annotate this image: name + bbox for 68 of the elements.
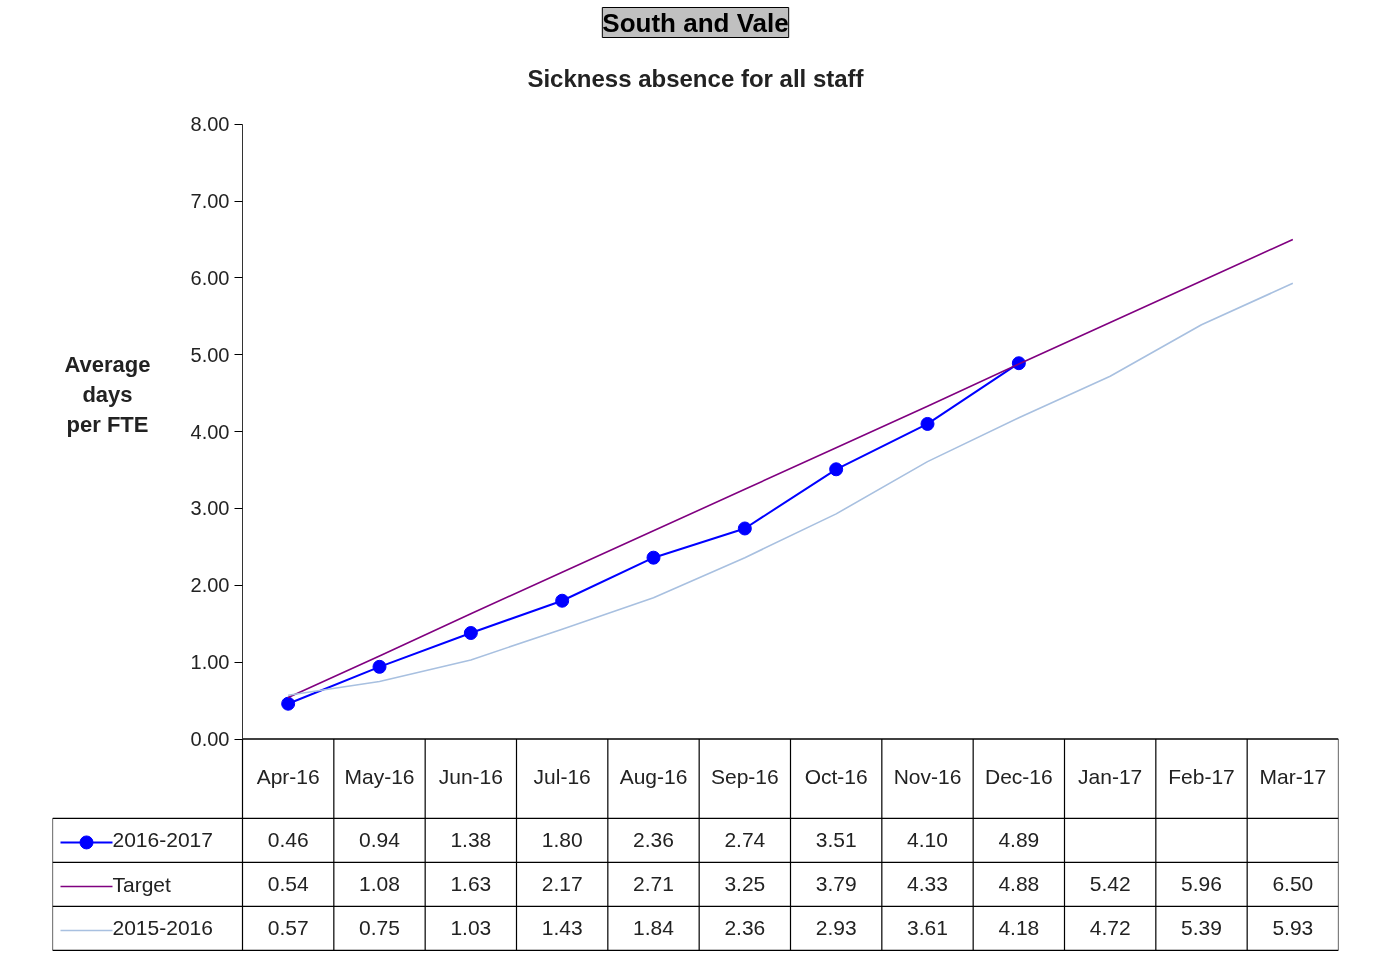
data-label: 0.46 (267, 828, 309, 852)
data-label: 3.79 (815, 872, 857, 896)
data-label: 5.96 (1181, 872, 1222, 896)
x-tick-label: May-16 (344, 764, 415, 788)
point (372, 659, 387, 674)
data-label: 0.75 (359, 916, 400, 940)
data-label: 2.17 (541, 872, 583, 896)
legend-label: Target (112, 872, 172, 896)
data-label: 4.10 (907, 828, 948, 852)
data-label: 5.42 (1089, 872, 1131, 896)
x-tick-label: Jun-16 (438, 764, 503, 788)
x-tick-label: Apr-16 (256, 764, 320, 788)
legend-label: 2015-2016 (112, 916, 213, 940)
chart-title: South and Vale (602, 7, 789, 38)
x-tick-label: Nov-16 (893, 764, 962, 788)
data-label: 5.93 (1272, 916, 1314, 940)
data-label: 4.88 (998, 872, 1040, 896)
y-tick-label: 4.00 (190, 420, 230, 443)
x-tick-label: Sep-16 (710, 764, 779, 788)
data-label: 2.36 (633, 828, 674, 852)
data-label: 1.63 (450, 872, 492, 896)
x-tick-label: Jan-17 (1078, 764, 1143, 788)
data-label: 2.93 (815, 916, 857, 940)
point (829, 462, 844, 477)
data-label: 0.54 (267, 872, 309, 896)
data-label: 2.36 (724, 916, 766, 940)
data-label: 1.03 (450, 916, 492, 940)
x-tick-label: Mar-17 (1259, 764, 1327, 788)
x-tick-label: Aug-16 (619, 764, 688, 788)
point (737, 521, 752, 536)
x-tick-label: Jul-16 (533, 764, 591, 788)
legend-label: 2016-2017 (112, 828, 213, 852)
data-label: 1.08 (359, 872, 400, 896)
point (555, 593, 570, 608)
data-label: 5.39 (1181, 916, 1222, 940)
x-tick-label: Dec-16 (984, 764, 1053, 788)
data-label: 4.33 (907, 872, 948, 896)
x-tick-label: Feb-17 (1168, 764, 1235, 788)
data-label: 3.61 (907, 916, 948, 940)
y-axis-title: Average days per FTE (64, 352, 151, 438)
point (920, 416, 935, 431)
x-tick-label: Oct-16 (804, 764, 868, 788)
y-tick-label: 7.00 (190, 190, 230, 213)
y-tick-label: 1.00 (190, 651, 230, 674)
y-tick-label: 6.00 (190, 266, 230, 289)
point (281, 696, 296, 711)
data-label: 1.80 (541, 828, 583, 852)
data-label: 0.57 (267, 916, 309, 940)
point (646, 550, 661, 565)
data-label: 1.43 (541, 916, 583, 940)
y-tick-label: 8.00 (190, 113, 230, 136)
data-label: 4.18 (998, 916, 1040, 940)
y-tick-label: 2.00 (190, 574, 230, 597)
chart-subtitle: Sickness absence for all staff (527, 64, 865, 92)
data-label: 3.25 (724, 872, 766, 896)
point (463, 626, 478, 640)
data-label: 2.71 (633, 872, 674, 896)
y-tick-label: 3.00 (190, 497, 230, 520)
data-label: 6.50 (1272, 872, 1314, 896)
data-label: 1.84 (633, 916, 675, 940)
y-tick-label: 5.00 (190, 343, 230, 366)
data-label: 1.38 (450, 828, 492, 852)
y-tick-label: 0.00 (190, 728, 230, 751)
data-label: 4.72 (1089, 916, 1131, 940)
data-label: 3.51 (815, 828, 857, 852)
data-label: 0.94 (359, 828, 401, 852)
data-label: 2.74 (724, 828, 766, 852)
data-label: 4.89 (998, 828, 1040, 852)
